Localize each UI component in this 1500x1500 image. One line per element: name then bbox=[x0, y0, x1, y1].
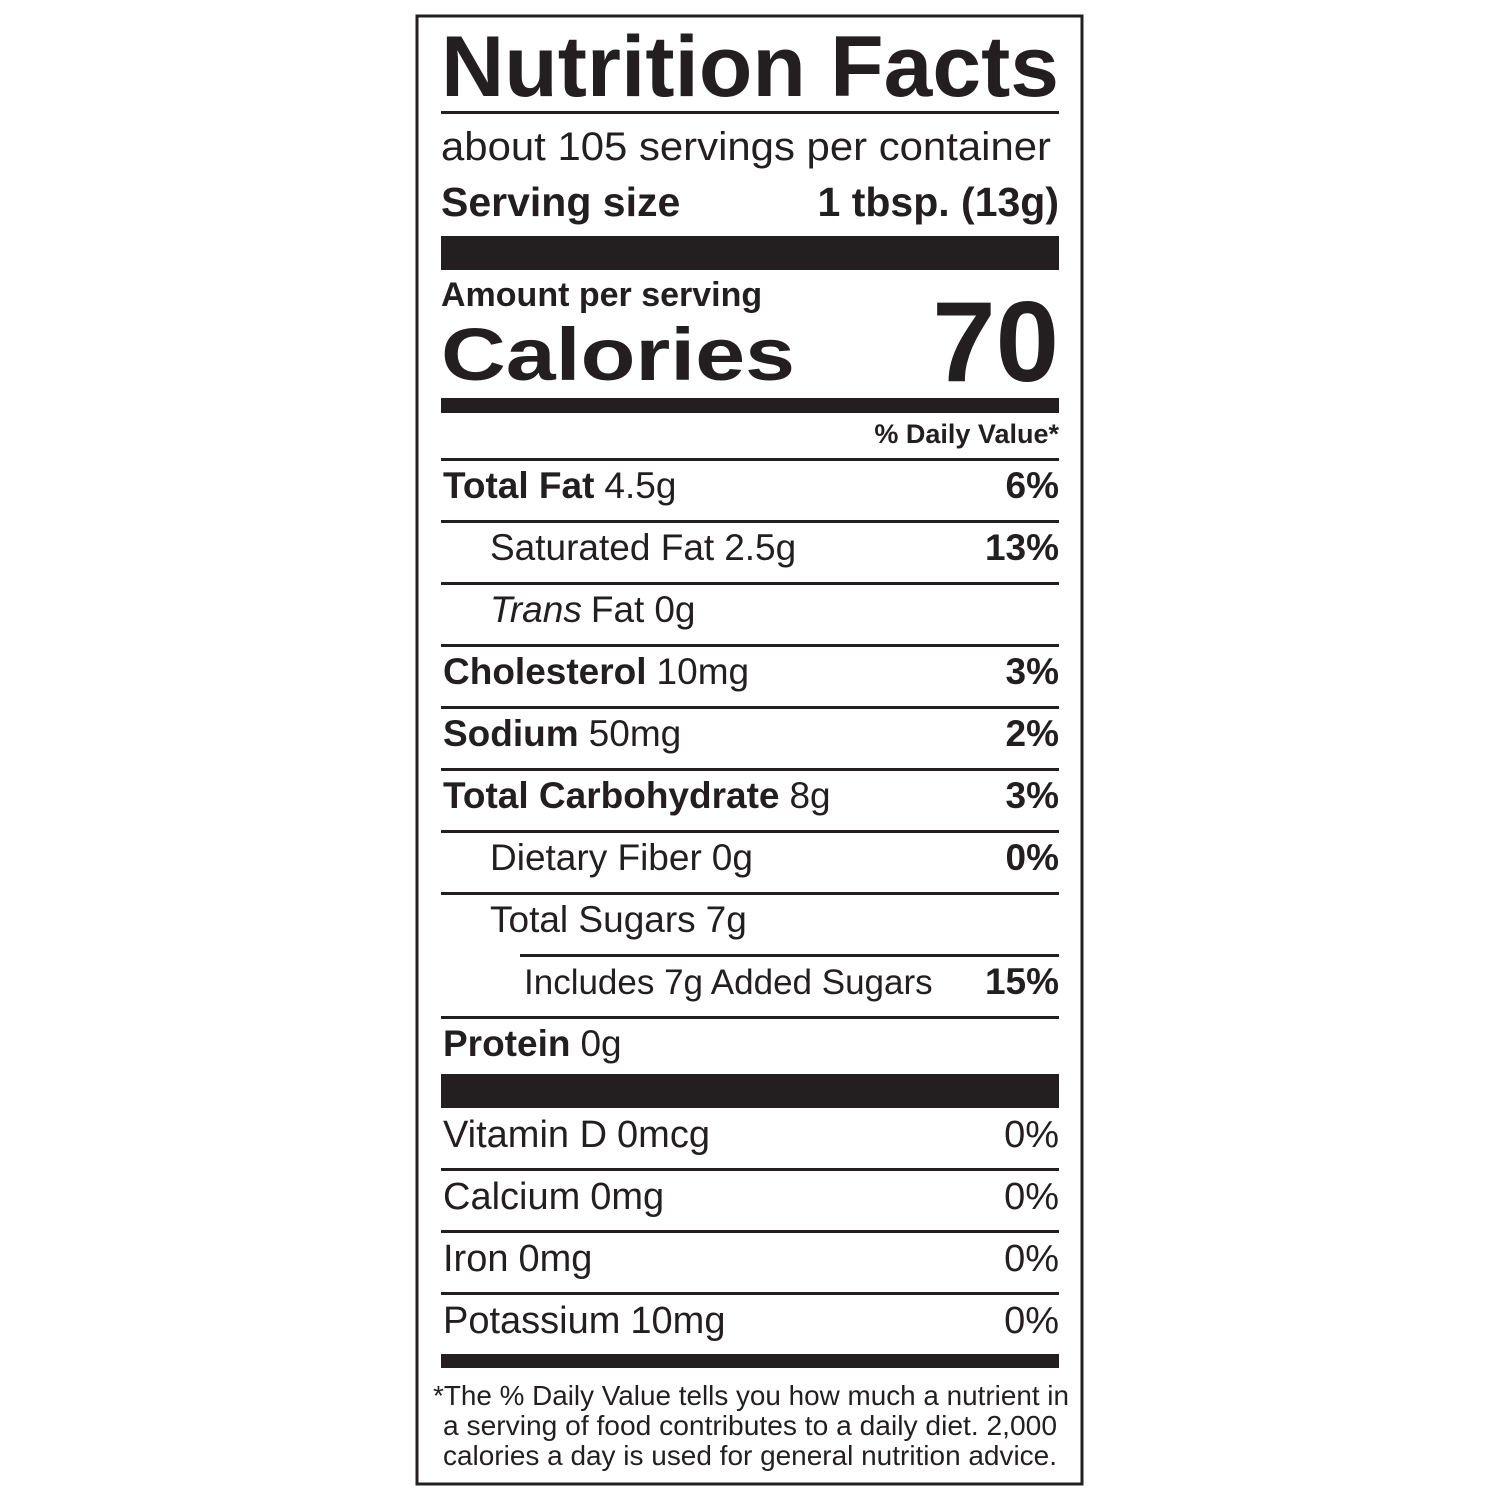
nutrient-name: Fat bbox=[591, 589, 645, 630]
nutrient-amount: 7g bbox=[706, 899, 747, 940]
daily-value: 0% bbox=[1006, 837, 1059, 878]
nutrient-amount: 8g bbox=[789, 775, 830, 816]
nutrient-name: Includes 7g Added Sugars bbox=[524, 963, 933, 1002]
nutrient-amount: 4.5g bbox=[604, 465, 676, 506]
row-rule bbox=[441, 458, 1059, 461]
footnote-line: *The % Daily Value tells you how much a … bbox=[433, 1380, 1069, 1411]
medium-bar bbox=[441, 1354, 1059, 1368]
daily-value: 3% bbox=[1006, 651, 1059, 692]
row-rule bbox=[441, 1230, 1059, 1233]
nutrient-text: Total Carbohydrate 8g bbox=[443, 775, 831, 816]
nutrient-name: Saturated Fat bbox=[490, 527, 715, 568]
vitamin-amount: 0mg bbox=[518, 1238, 592, 1280]
daily-value: 2% bbox=[1006, 713, 1059, 754]
row-rule bbox=[441, 1168, 1059, 1171]
vitamin-amount: 0mg bbox=[590, 1176, 664, 1218]
row-rule bbox=[441, 706, 1059, 709]
row-rule bbox=[441, 768, 1059, 771]
medium-bar bbox=[441, 398, 1059, 413]
row-rule bbox=[441, 1016, 1059, 1019]
vitamin-name: Potassium bbox=[443, 1300, 620, 1342]
nutrient-amount: 2.5g bbox=[724, 527, 796, 568]
vitamin-text: Calcium 0mg bbox=[443, 1176, 664, 1218]
nutrient-name: Total Fat bbox=[443, 465, 594, 506]
vitamin-amount: 0mcg bbox=[617, 1114, 710, 1156]
row-rule bbox=[441, 644, 1059, 647]
title: Nutrition Facts bbox=[441, 19, 1059, 115]
rule bbox=[441, 111, 1059, 114]
nutrient-amount: 0g bbox=[712, 837, 753, 878]
nutrient-name: Sodium bbox=[443, 713, 579, 754]
vitamin-name: Calcium bbox=[443, 1176, 580, 1218]
nutrient-name: Dietary Fiber bbox=[490, 837, 702, 878]
row-rule bbox=[441, 892, 1059, 895]
serving-size-label: Serving size bbox=[441, 179, 680, 225]
vitamin-dv: 0% bbox=[1004, 1176, 1059, 1218]
daily-value: 15% bbox=[985, 961, 1059, 1002]
vitamin-rows: Vitamin D 0mcg 0%Calcium 0mg 0%Iron 0mg 0%Pota… bbox=[441, 1114, 1059, 1342]
footnote: *The % Daily Value tells you how much a … bbox=[433, 1380, 1069, 1471]
vitamin-text: Vitamin D 0mcg bbox=[443, 1114, 710, 1156]
servings: about 105 servings per container bbox=[441, 125, 1051, 169]
nutrient-text: Sodium 50mg bbox=[443, 713, 681, 754]
row-rule bbox=[520, 954, 1059, 957]
serving-size-value: 1 tbsp. (13g) bbox=[818, 179, 1059, 225]
nutrient-text: Dietary Fiber 0g bbox=[490, 837, 753, 878]
vitamin-name: Iron bbox=[443, 1238, 508, 1280]
nutrient-text: Total Sugars 7g bbox=[490, 899, 747, 940]
vitamin-dv: 0% bbox=[1004, 1238, 1059, 1280]
nutrient-name: Protein bbox=[443, 1023, 570, 1064]
vitamin-amount: 10mg bbox=[630, 1300, 725, 1342]
daily-value: 6% bbox=[1006, 465, 1059, 506]
thick-bar bbox=[441, 236, 1059, 270]
nutrient-amount: 0g bbox=[654, 589, 695, 630]
nutrient-amount: 0g bbox=[580, 1023, 621, 1064]
nutrient-rows: Total Fat 4.5g 6% Saturated Fat 2.5g 13% Trans… bbox=[441, 458, 1059, 1064]
calories-label: Calories bbox=[441, 313, 795, 396]
thick-bar bbox=[441, 1074, 1059, 1108]
nutrient-text: Protein 0g bbox=[443, 1023, 622, 1064]
nutrient-name-italic: Trans bbox=[490, 589, 582, 630]
nutrient-name: Total Sugars bbox=[490, 899, 696, 940]
row-rule bbox=[441, 520, 1059, 523]
footnote-line: a serving of food contributes to a daily… bbox=[443, 1410, 1057, 1441]
nutrient-amount: 50mg bbox=[589, 713, 682, 754]
vitamin-text: Iron 0mg bbox=[443, 1238, 592, 1280]
daily-value-header: % Daily Value* bbox=[874, 419, 1059, 449]
calories-value: 70 bbox=[932, 279, 1059, 406]
row-rule bbox=[441, 830, 1059, 833]
row-rule bbox=[441, 1292, 1059, 1295]
vitamin-text: Potassium 10mg bbox=[443, 1300, 725, 1342]
vitamin-name: Vitamin D bbox=[443, 1114, 607, 1156]
daily-value: 13% bbox=[985, 527, 1059, 568]
row-rule bbox=[441, 582, 1059, 585]
amount-per-serving: Amount per serving bbox=[441, 276, 762, 314]
nutrient-name: Cholesterol bbox=[443, 651, 647, 692]
footnote-line: calories a day is used for general nutri… bbox=[443, 1440, 1057, 1471]
nutrient-amount: 10mg bbox=[657, 651, 750, 692]
nutrient-text: Trans Fat 0g bbox=[490, 589, 695, 630]
nutrient-text: Saturated Fat 2.5g bbox=[490, 527, 796, 568]
nutrient-text: Includes 7g Added Sugars bbox=[524, 963, 933, 1002]
nutrient-text: Cholesterol 10mg bbox=[443, 651, 749, 692]
nutrient-name: Total Carbohydrate bbox=[443, 775, 779, 816]
nutrient-text: Total Fat 4.5g bbox=[443, 465, 676, 506]
daily-value: 3% bbox=[1006, 775, 1059, 816]
vitamin-dv: 0% bbox=[1004, 1114, 1059, 1156]
vitamin-dv: 0% bbox=[1004, 1300, 1059, 1342]
